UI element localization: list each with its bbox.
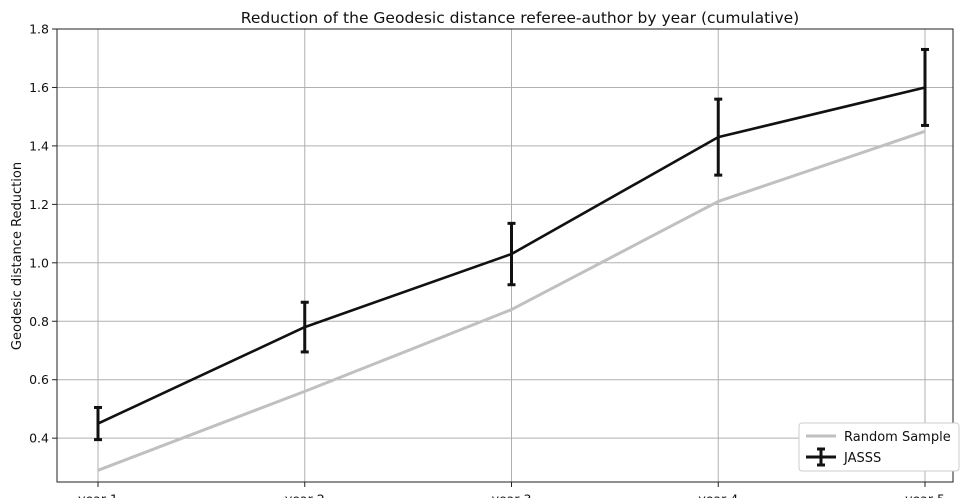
y-axis-ticks: 0.4 0.6 0.8 1.0 1.2 1.4 1.6 1.8 (29, 22, 57, 446)
y-tick-label: 1.0 (29, 255, 49, 270)
x-tick-label: year 3 (492, 492, 532, 498)
y-tick-label: 1.6 (29, 80, 49, 95)
y-tick-label: 1.2 (29, 197, 49, 212)
y-tick-label: 1.8 (29, 22, 49, 37)
x-tick-label: year 2 (285, 492, 325, 498)
y-tick-label: 0.6 (29, 372, 49, 387)
x-tick-label: year 4 (698, 492, 738, 498)
plot-frame (56, 28, 954, 483)
legend-label-random-sample: Random Sample (844, 430, 951, 445)
y-axis-label: Geodesic distance Reduction (10, 162, 25, 350)
x-tick-label: year 5 (905, 492, 945, 498)
y-tick-label: 0.8 (29, 314, 49, 329)
y-tick-label: 0.4 (29, 431, 49, 446)
legend: Random Sample JASSS (798, 422, 960, 472)
x-axis-ticks: year 1 year 2 year 3 year 4 year 5 (78, 482, 945, 498)
legend-box (798, 422, 960, 472)
legend-label-jasss: JASSS (843, 451, 881, 466)
chart-title: Reduction of the Geodesic distance refer… (241, 9, 799, 27)
x-tick-label: year 1 (78, 492, 118, 498)
series-group (94, 47, 929, 472)
series-line-random-sample (97, 129, 926, 472)
y-tick-label: 1.4 (29, 138, 49, 153)
